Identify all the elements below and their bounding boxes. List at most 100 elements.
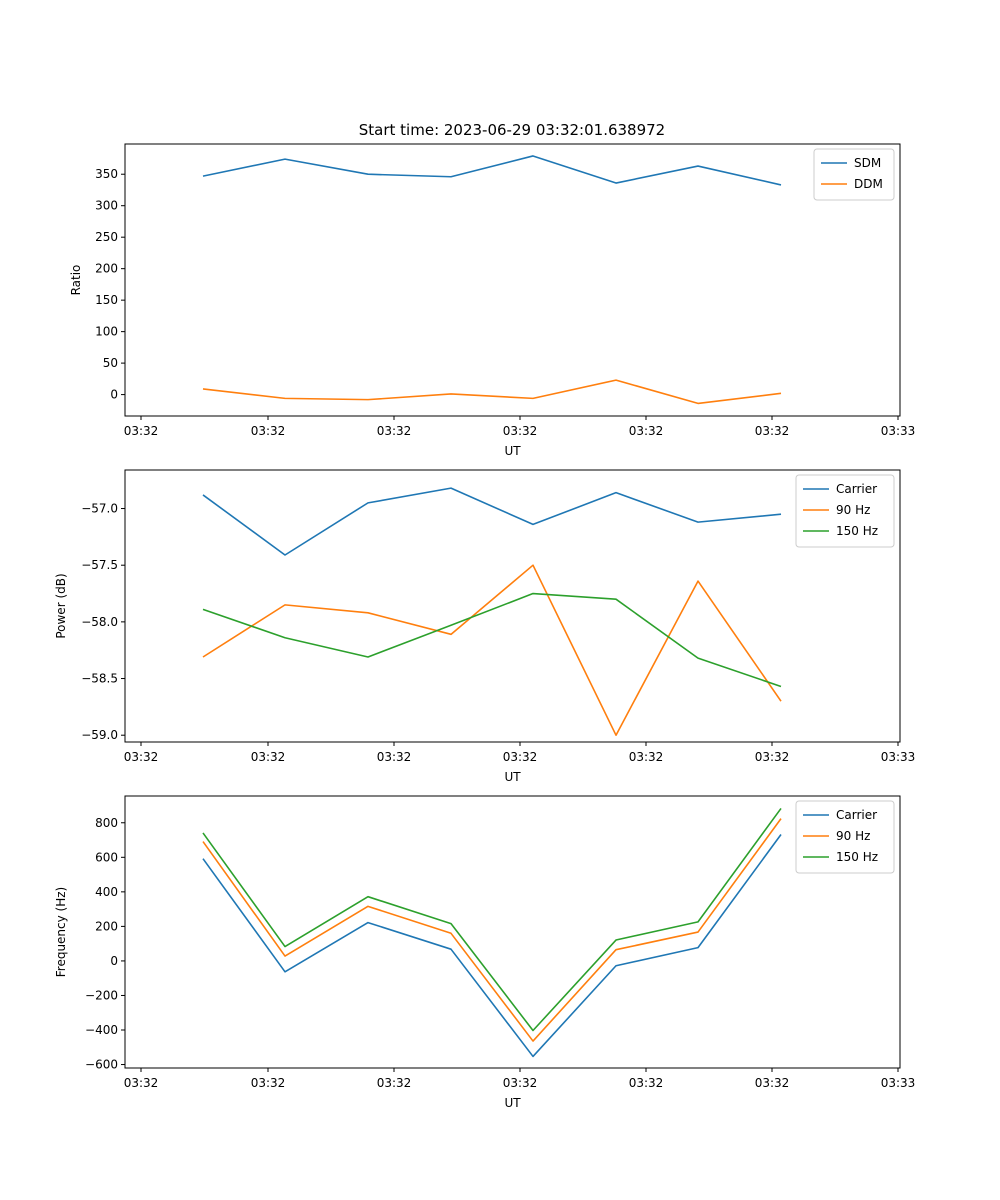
y-tick-label: 100 xyxy=(95,325,118,339)
data-point xyxy=(284,946,286,948)
legend-entry: Carrier xyxy=(836,482,877,496)
data-point xyxy=(367,502,369,504)
x-tick-label: 03:32 xyxy=(503,750,538,764)
data-point xyxy=(450,933,452,935)
series-line xyxy=(202,379,782,405)
x-tick-label: 03:32 xyxy=(251,750,286,764)
series-line xyxy=(202,487,782,556)
x-axis-label: UT xyxy=(504,444,521,458)
data-point xyxy=(450,624,452,626)
x-tick-label: 03:32 xyxy=(251,424,286,438)
x-tick-label: 03:32 xyxy=(251,1076,286,1090)
data-point xyxy=(697,580,699,582)
y-tick-label: −57.5 xyxy=(81,558,118,572)
legend-entry: 150 Hz xyxy=(836,850,878,864)
x-tick-label: 03:32 xyxy=(377,750,412,764)
data-point xyxy=(284,158,286,160)
x-axis-label: UT xyxy=(504,1096,521,1110)
x-tick-label: 03:32 xyxy=(377,424,412,438)
series-line xyxy=(202,834,782,1058)
data-point xyxy=(367,612,369,614)
data-point xyxy=(615,939,617,941)
data-point xyxy=(780,184,782,186)
data-point xyxy=(780,834,782,836)
y-tick-label: −200 xyxy=(85,988,118,1002)
data-point xyxy=(367,906,369,908)
data-point xyxy=(284,604,286,606)
legend xyxy=(795,474,895,548)
data-point xyxy=(532,524,534,526)
y-tick-label: 400 xyxy=(95,885,118,899)
y-tick-label: −58.0 xyxy=(81,615,118,629)
frequency-panel: 03:32 03:32 03:32 03:32 03:32 03:32 03:33 −600 −… xyxy=(54,795,915,1110)
data-point xyxy=(532,1040,534,1042)
legend-entry: 90 Hz xyxy=(836,503,870,517)
data-point xyxy=(202,494,204,496)
data-point xyxy=(780,818,782,820)
y-axis-label: Ratio xyxy=(69,265,83,296)
data-point xyxy=(780,808,782,810)
data-point xyxy=(615,182,617,184)
legend-entry: SDM xyxy=(854,156,881,170)
data-point xyxy=(284,554,286,556)
y-tick-label: 200 xyxy=(95,262,118,276)
y-tick-label: −58.5 xyxy=(81,672,118,686)
x-tick-label: 03:32 xyxy=(755,424,790,438)
data-point xyxy=(450,176,452,178)
data-point xyxy=(202,858,204,860)
data-point xyxy=(532,1056,534,1058)
data-point xyxy=(284,971,286,973)
data-point xyxy=(697,165,699,167)
x-tick-label: 03:32 xyxy=(124,424,159,438)
data-point xyxy=(780,393,782,395)
data-point xyxy=(284,398,286,400)
data-point xyxy=(697,921,699,923)
data-point xyxy=(450,634,452,636)
data-point xyxy=(202,832,204,834)
data-point xyxy=(202,841,204,843)
plot-frame xyxy=(124,795,901,1069)
x-tick-label: 03:33 xyxy=(881,750,916,764)
y-tick-label: 350 xyxy=(95,167,118,181)
legend-entry: DDM xyxy=(854,177,883,191)
data-point xyxy=(367,656,369,658)
data-point xyxy=(202,609,204,611)
data-point xyxy=(615,949,617,951)
x-tick-label: 03:32 xyxy=(755,1076,790,1090)
data-point xyxy=(450,948,452,950)
series-line xyxy=(202,564,782,737)
y-tick-label: 600 xyxy=(95,850,118,864)
series-line xyxy=(202,155,782,186)
y-tick-label: −400 xyxy=(85,1023,118,1037)
x-tick-label: 03:32 xyxy=(629,750,664,764)
y-axis-label: Frequency (Hz) xyxy=(54,887,68,978)
data-point xyxy=(284,637,286,639)
data-point xyxy=(615,598,617,600)
legend xyxy=(813,148,895,201)
data-point xyxy=(780,513,782,515)
y-tick-label: 150 xyxy=(95,293,118,307)
plot-frame xyxy=(124,469,901,743)
x-axis-label: UT xyxy=(504,770,521,784)
data-point xyxy=(697,947,699,949)
y-tick-label: 0 xyxy=(110,954,118,968)
data-point xyxy=(367,896,369,898)
data-point xyxy=(532,593,534,595)
y-tick-label: 250 xyxy=(95,230,118,244)
x-tick-label: 03:32 xyxy=(503,424,538,438)
data-point xyxy=(615,965,617,967)
y-tick-label: 50 xyxy=(103,356,118,370)
series-line xyxy=(202,818,782,1042)
x-tick-label: 03:32 xyxy=(124,1076,159,1090)
data-point xyxy=(780,686,782,688)
x-tick-label: 03:32 xyxy=(503,1076,538,1090)
data-point xyxy=(697,931,699,933)
data-point xyxy=(697,657,699,659)
data-point xyxy=(697,521,699,523)
power-panel: 03:32 03:32 03:32 03:32 03:32 03:32 03:33 −59.0… xyxy=(54,469,916,784)
y-tick-label: 300 xyxy=(95,199,118,213)
plot-frame xyxy=(124,143,901,417)
legend-entry: 90 Hz xyxy=(836,829,870,843)
data-point xyxy=(532,1030,534,1032)
